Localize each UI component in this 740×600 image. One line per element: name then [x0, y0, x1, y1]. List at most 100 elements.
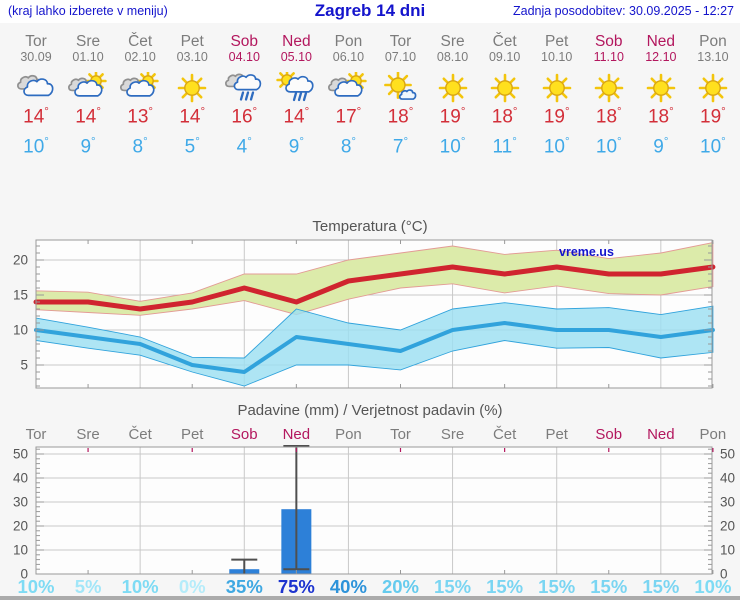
precip-axis-label-left: 0 [20, 567, 28, 582]
temp-axis-label: 10 [13, 323, 28, 338]
max-temperature: 19° [439, 106, 466, 128]
day-date: 13.10 [697, 50, 729, 65]
precip-axis-label-left: 10 [13, 543, 28, 558]
day-column: Čet 02.10 13° 8° [114, 23, 167, 156]
precipitation-chart: Padavine (mm) / Verjetnost padavin (%) To… [13, 402, 735, 597]
max-temperature: 14° [179, 106, 206, 128]
partly-cloudy-icon [328, 72, 368, 97]
page-title: Zagreb 14 dni [314, 1, 426, 20]
precip-day-label: Sre [441, 426, 464, 443]
day-name: Čet [492, 33, 517, 50]
day-name: Tor [389, 33, 412, 50]
precipitation-probability: 10% [17, 576, 54, 597]
precip-day-label: Čet [493, 426, 517, 443]
min-temperature: 7° [392, 135, 409, 157]
min-temperature: 9° [653, 135, 669, 157]
sunny-icon [542, 73, 571, 103]
day-column: Čet 09.10 18° 11° [478, 23, 531, 156]
partly-cloudy-icon [68, 72, 107, 97]
max-temperature: 14° [75, 106, 101, 128]
day-date: 09.10 [488, 50, 521, 65]
precip-day-label: Ned [283, 426, 311, 443]
max-temperature: 17° [335, 106, 362, 128]
partly-cloudy-icon [120, 72, 159, 97]
sunny-icon [438, 73, 467, 103]
precip-axis-label-right: 50 [720, 447, 735, 462]
day-name: Pet [180, 33, 204, 50]
precipitation-probability: 40% [330, 576, 367, 597]
precipitation-chart-title: Padavine (mm) / Verjetnost padavin (%) [237, 402, 502, 419]
day-name: Tor [25, 33, 47, 50]
min-temperature: 10° [543, 135, 570, 157]
min-temperature: 8° [340, 135, 356, 157]
day-date: 02.10 [124, 50, 156, 65]
cloudy-icon [17, 75, 54, 97]
max-temperature: 18° [491, 106, 518, 128]
precip-day-label: Tor [390, 426, 411, 443]
day-date: 01.10 [72, 50, 104, 65]
day-column: Pet 10.10 19° 10° [530, 23, 583, 156]
precipitation-probability: 0% [179, 576, 206, 597]
day-name: Čet [128, 33, 153, 50]
precipitation-probability: 15% [434, 576, 471, 597]
day-name: Sob [230, 33, 259, 50]
day-column: Ned 05.10 14° 9° [270, 23, 323, 156]
sunny-icon [698, 73, 728, 103]
max-temperature: 13° [127, 106, 153, 128]
min-temp-line [34, 321, 715, 374]
day-column: Tor 30.09 14° 10° [10, 23, 63, 156]
precip-axis-label-right: 20 [720, 519, 735, 534]
day-name: Pon [334, 33, 363, 50]
day-column: Pon 13.10 19° 10° [686, 23, 739, 156]
day-column: Pet 03.10 14° 5° [166, 23, 219, 156]
day-column: Sre 01.10 14° 9° [62, 23, 115, 156]
day-name: Ned [282, 33, 311, 50]
precipitation-probability: 15% [486, 576, 523, 597]
precip-axis-label-left: 30 [13, 495, 28, 510]
precip-axis-label-right: 0 [720, 567, 728, 582]
precip-day-label: Pet [181, 426, 204, 443]
precipitation-probability: 15% [538, 576, 575, 597]
day-name: Pon [699, 33, 727, 50]
sunny-icon [594, 73, 624, 103]
precip-axis-label-right: 30 [720, 495, 735, 510]
precipitation-probability: 20% [382, 576, 419, 597]
max-temperature: 19° [700, 106, 726, 128]
day-date: 05.10 [280, 50, 312, 65]
day-column: Tor 07.10 18° 7° [374, 23, 427, 156]
max-temperature: 18° [387, 106, 414, 128]
precipitation-probability: 75% [278, 576, 315, 597]
temp-axis-label: 5 [20, 358, 28, 373]
sunny-icon [177, 73, 207, 103]
precipitation-probability: 15% [590, 576, 627, 597]
footer-bar [0, 596, 740, 600]
precipitation-probability: 35% [226, 576, 263, 597]
max-temperature: 19° [543, 106, 570, 128]
watermark-link[interactable]: vreme.us [559, 245, 614, 259]
last-update-timestamp: Zadnja posodobitev: 30.09.2025 - 12:27 [512, 4, 734, 18]
temp-axis-label: 15 [13, 288, 28, 303]
max-temperature: 16° [231, 106, 258, 128]
precip-axis-label-left: 50 [13, 447, 28, 462]
min-temperature: 9° [288, 135, 304, 157]
min-temperature: 9° [80, 135, 96, 157]
precip-axis-label-right: 10 [720, 543, 735, 558]
header: (kraj lahko izberete v meniju) Zagreb 14… [0, 0, 740, 23]
precipitation-probability: 15% [642, 576, 679, 597]
min-temperature: 10° [23, 135, 49, 157]
min-temperature: 11° [492, 135, 517, 157]
precip-day-label: Ned [647, 426, 675, 443]
day-date: 12.10 [645, 50, 677, 65]
temperature-chart-title: Temperatura (°C) [312, 218, 427, 235]
day-name: Pet [545, 33, 569, 50]
day-date: 10.10 [541, 50, 573, 65]
min-temperature: 10° [595, 135, 622, 157]
precipitation-probability: 10% [122, 576, 159, 597]
precip-day-label: Sre [76, 426, 99, 443]
day-name: Sob [594, 33, 623, 50]
day-date: 30.09 [20, 50, 52, 65]
day-name: Sre [76, 33, 101, 50]
precip-axis-label-left: 20 [13, 519, 28, 534]
sun-rain-icon [276, 72, 314, 102]
